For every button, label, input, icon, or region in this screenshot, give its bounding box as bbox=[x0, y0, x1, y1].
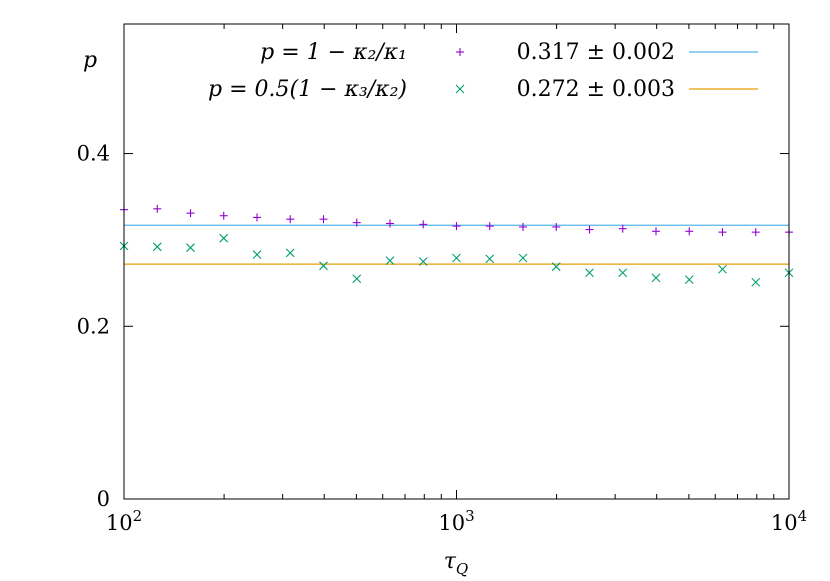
data-point bbox=[452, 222, 461, 231]
data-point bbox=[152, 242, 162, 252]
plot-layer bbox=[119, 204, 794, 287]
x-axis-label: τQ bbox=[444, 549, 468, 578]
data-point bbox=[319, 215, 328, 224]
data-point bbox=[352, 218, 361, 227]
legend-fit-label: 0.317 ± 0.002 bbox=[517, 40, 675, 65]
data-point bbox=[585, 225, 594, 234]
data-point bbox=[285, 248, 295, 258]
data-point bbox=[685, 227, 694, 236]
data-point bbox=[751, 228, 760, 237]
data-point bbox=[319, 261, 328, 271]
series-1 bbox=[120, 204, 793, 237]
data-point bbox=[718, 228, 727, 237]
y-tick-label: 0.2 bbox=[77, 314, 110, 338]
y-tick-label: 0 bbox=[97, 487, 110, 511]
y-axis-label: p bbox=[83, 48, 97, 73]
data-point bbox=[518, 253, 528, 263]
data-point bbox=[751, 277, 761, 287]
legend-fit-label: 0.272 ± 0.003 bbox=[517, 77, 675, 102]
x-tick-label: 102 bbox=[106, 507, 142, 535]
data-point bbox=[253, 213, 262, 222]
data-point bbox=[418, 257, 428, 266]
data-point bbox=[452, 253, 461, 263]
data-point bbox=[385, 256, 395, 266]
data-point bbox=[252, 250, 262, 259]
data-point bbox=[485, 254, 495, 264]
data-point bbox=[519, 222, 528, 231]
data-point bbox=[718, 264, 727, 274]
legend-marker bbox=[455, 84, 465, 94]
data-point bbox=[419, 220, 428, 229]
legend-series-label: p = 0.5(1 − κ₃/κ₂) bbox=[208, 77, 407, 102]
y-tick-label: 0.4 bbox=[77, 142, 110, 166]
data-point bbox=[153, 204, 162, 213]
data-point bbox=[652, 227, 661, 236]
legend-marker bbox=[456, 48, 464, 56]
data-point bbox=[684, 275, 694, 285]
x-tick-label: 104 bbox=[771, 507, 807, 535]
data-point bbox=[585, 268, 594, 278]
data-point bbox=[219, 233, 229, 243]
data-point bbox=[186, 243, 195, 253]
data-point bbox=[651, 273, 661, 283]
data-point bbox=[618, 224, 627, 233]
data-point bbox=[552, 222, 561, 231]
data-point bbox=[286, 215, 295, 224]
data-point bbox=[618, 268, 628, 278]
data-point bbox=[186, 209, 195, 218]
data-point bbox=[219, 211, 228, 220]
x-tick-label: 103 bbox=[438, 507, 474, 535]
data-point bbox=[352, 274, 362, 284]
legend: p = 1 − κ₂/κ₁ p = 0.5(1 − κ₃/κ₂) 0.317 ± 0… bbox=[208, 40, 758, 102]
legend-series-label: p = 1 − κ₂/κ₁ bbox=[260, 40, 407, 65]
axes-layer: 0 0.2 0.4 102 103 104 bbox=[77, 24, 807, 535]
data-point bbox=[485, 222, 494, 231]
data-point bbox=[551, 262, 561, 272]
series-2 bbox=[119, 233, 794, 287]
data-point bbox=[386, 219, 395, 228]
